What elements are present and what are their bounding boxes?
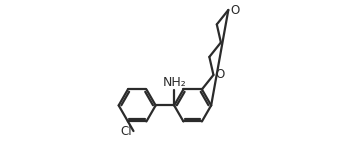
Text: NH₂: NH₂ (163, 76, 187, 89)
Text: O: O (230, 4, 240, 17)
Text: Cl: Cl (120, 125, 132, 138)
Text: O: O (216, 68, 225, 81)
